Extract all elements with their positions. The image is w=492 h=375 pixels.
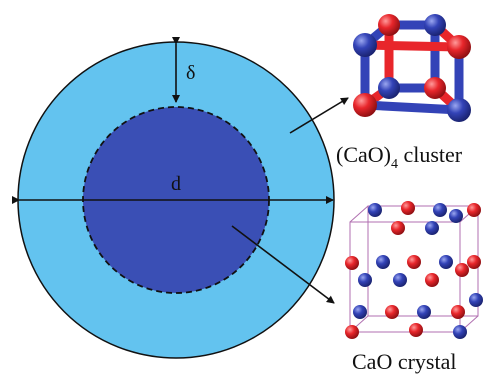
atom-calcium xyxy=(425,273,439,287)
atom-calcium xyxy=(378,14,400,36)
cluster-label-subscript: 4 xyxy=(391,157,398,172)
atom-oxygen xyxy=(424,14,446,36)
atom-oxygen xyxy=(469,293,483,307)
delta-label: δ xyxy=(186,62,195,84)
atom-oxygen xyxy=(439,255,453,269)
atom-calcium xyxy=(455,263,469,277)
crystal-illustration xyxy=(345,201,483,339)
cluster-label-suffix: cluster xyxy=(398,142,463,167)
atom-oxygen xyxy=(417,305,431,319)
diameter-label: d xyxy=(171,173,181,195)
cluster-label-prefix: (CaO) xyxy=(336,142,391,167)
atom-calcium xyxy=(447,35,471,59)
atom-calcium xyxy=(407,255,421,269)
arrow-to-crystal xyxy=(231,225,335,304)
atom-oxygen xyxy=(393,273,407,287)
atom-calcium xyxy=(467,203,481,217)
atom-oxygen xyxy=(453,325,467,339)
atom-oxygen xyxy=(353,305,367,319)
atom-calcium xyxy=(385,305,399,319)
atom-calcium xyxy=(345,325,359,339)
atom-calcium xyxy=(424,77,446,99)
cluster-bonds xyxy=(360,20,464,115)
atom-calcium xyxy=(401,201,415,215)
atom-calcium xyxy=(345,256,359,270)
crystal-label: CaO crystal xyxy=(352,349,456,374)
atom-calcium xyxy=(353,93,377,117)
atom-oxygen xyxy=(449,209,463,223)
atom-calcium xyxy=(451,305,465,319)
cluster-atoms xyxy=(353,14,471,122)
cluster-illustration xyxy=(353,14,471,122)
atom-oxygen xyxy=(376,255,390,269)
arrow-to-cluster xyxy=(289,97,349,134)
crystal-atoms xyxy=(345,201,483,339)
atom-calcium xyxy=(391,221,405,235)
atom-calcium xyxy=(467,255,481,269)
atom-oxygen xyxy=(353,33,377,57)
atom-calcium xyxy=(409,323,423,337)
atom-oxygen xyxy=(425,221,439,235)
atom-oxygen xyxy=(368,203,382,217)
atom-oxygen xyxy=(378,77,400,99)
atom-oxygen xyxy=(447,98,471,122)
cluster-label: (CaO)4 cluster xyxy=(336,142,463,172)
atom-oxygen xyxy=(358,273,372,287)
atom-oxygen xyxy=(433,203,447,217)
